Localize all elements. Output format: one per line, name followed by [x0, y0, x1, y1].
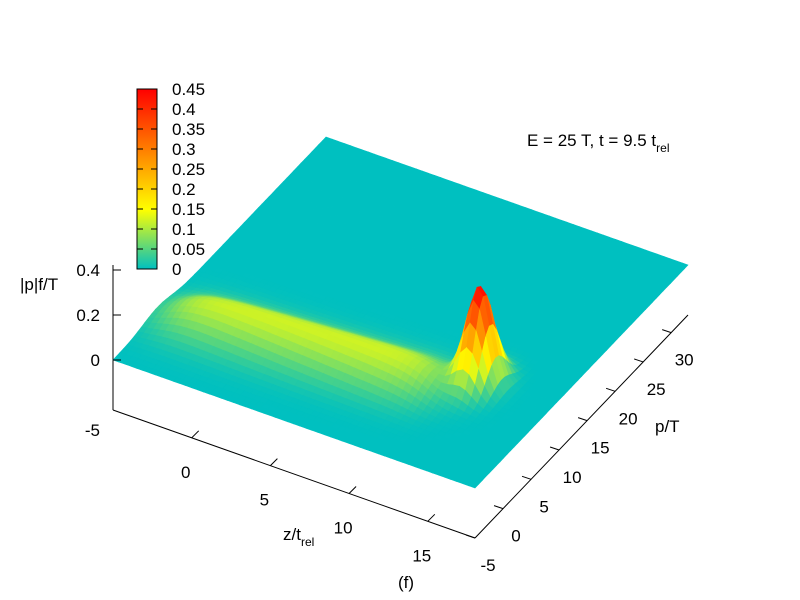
- x-tick-mark: [427, 513, 436, 522]
- colorbar-tick-label: 0.3: [172, 140, 196, 159]
- y-tick-mark: [521, 475, 532, 480]
- colorbar-ticks: 00.050.10.150.20.250.30.350.40.45: [137, 80, 205, 279]
- colorbar-tick-label: 0.1: [172, 220, 196, 239]
- axis-frame: [112, 265, 689, 539]
- y-tick-label: 25: [647, 380, 666, 399]
- colorbar-tick-label: 0.25: [172, 160, 205, 179]
- colorbar-tick-label: 0.35: [172, 120, 205, 139]
- annotation-label: E = 25 T, t = 9.5 trel: [527, 131, 670, 155]
- z-tick-label: 0.4: [76, 261, 100, 280]
- x-tick-mark: [191, 430, 200, 439]
- x-tick-label: 10: [334, 518, 353, 537]
- x-tick-mark: [348, 486, 357, 494]
- colorbar-tick-label: 0.4: [172, 100, 196, 119]
- panel-label: (f): [398, 573, 414, 592]
- colorbar-gradient: [136, 88, 158, 270]
- colorbar: 00.050.10.150.20.250.30.350.40.45: [136, 80, 205, 279]
- colorbar-tick-label: 0.15: [172, 200, 205, 219]
- y-tick-mark: [549, 446, 560, 451]
- y-tick-mark: [465, 534, 476, 539]
- colorbar-tick-label: 0.45: [172, 80, 205, 99]
- z-axis-label: |p|f/T: [20, 275, 58, 294]
- z-tick-label: 0.2: [76, 306, 100, 325]
- x-axis-line: [112, 409, 476, 539]
- colorbar-tick-label: 0.2: [172, 180, 196, 199]
- z-axis-ticks: 0 0.2 0.4 -5: [76, 261, 121, 440]
- x-tick-label: 15: [412, 546, 431, 565]
- y-tick-label: 30: [675, 351, 694, 370]
- colorbar-tick-label: 0: [172, 260, 181, 279]
- y-tick-mark: [493, 505, 504, 510]
- surface-plot: [112, 136, 689, 489]
- y-tick-label: 20: [619, 409, 638, 428]
- y-tick-label: 10: [563, 468, 582, 487]
- x-axis-label: z/trel: [283, 525, 314, 549]
- y-tick-label: 0: [511, 527, 520, 546]
- x-tick-label: 5: [260, 491, 269, 510]
- z-tick-label: 0: [91, 351, 100, 370]
- y-tick-label: -5: [480, 556, 495, 575]
- y-tick-mark: [633, 358, 644, 363]
- y-axis-label: p/T: [655, 417, 680, 436]
- y-tick-mark: [577, 417, 588, 422]
- y-tick-label: 5: [539, 497, 548, 516]
- x-tick-label: 0: [181, 463, 190, 482]
- y-axis-line: [474, 314, 689, 539]
- y-tick-mark: [605, 387, 616, 392]
- z-floor-label: -5: [85, 421, 100, 440]
- y-tick-label: 15: [591, 439, 610, 458]
- x-tick-mark: [270, 458, 278, 467]
- y-tick-mark: [662, 329, 672, 334]
- colorbar-tick-label: 0.05: [172, 240, 205, 259]
